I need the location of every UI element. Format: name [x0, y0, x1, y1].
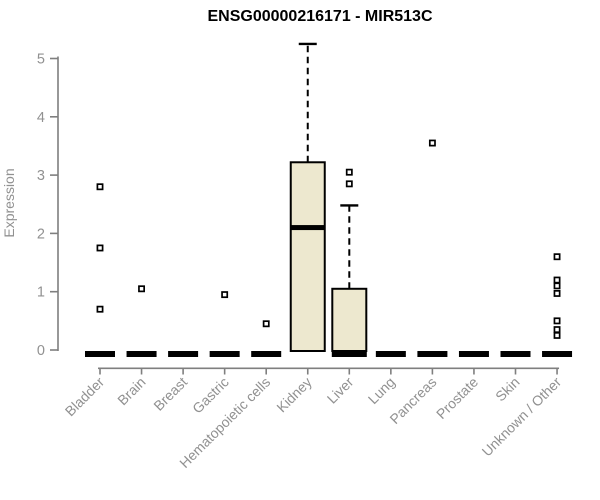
outlier-point-unknown-other	[553, 253, 561, 261]
outlier-point-liver	[345, 180, 353, 188]
y-tick-label: 5	[37, 52, 45, 68]
median-line-liver	[331, 350, 367, 357]
outlier-point-unknown-other	[553, 331, 561, 339]
collapsed-box-bladder	[85, 351, 115, 357]
box-kidney	[289, 161, 326, 352]
x-category-label-unknown-other: Unknown / Other	[479, 374, 565, 460]
outlier-point-unknown-other	[553, 289, 561, 297]
chart-title: ENSG00000216171 - MIR513C	[207, 8, 432, 25]
outlier-point-bladder	[96, 183, 104, 191]
collapsed-box-skin	[500, 351, 531, 357]
y-axis-label: Expression	[1, 168, 17, 237]
x-category-label-bladder: Bladder	[62, 374, 108, 420]
outlier-point-unknown-other	[553, 317, 561, 325]
y-tick-label: 0	[37, 343, 45, 359]
x-category-label-brain: Brain	[114, 374, 148, 408]
outlier-point-gastric	[221, 291, 229, 299]
y-tick-label: 3	[37, 168, 45, 184]
collapsed-box-gastric	[209, 351, 240, 357]
outlier-point-brain	[138, 285, 145, 293]
x-category-label-liver: Liver	[324, 374, 357, 407]
x-category-label-skin: Skin	[492, 374, 523, 405]
collapsed-box-brain	[126, 351, 157, 357]
x-category-label-kidney: Kidney	[273, 374, 315, 416]
outlier-point-pancreas	[428, 139, 436, 147]
y-tick-label: 4	[37, 110, 45, 126]
outlier-point-bladder	[96, 305, 104, 313]
collapsed-box-hematopoietic-cells	[251, 351, 282, 357]
outlier-point-unknown-other	[553, 326, 561, 334]
collapsed-box-breast	[168, 351, 199, 357]
outlier-point-hematopoietic-cells	[262, 320, 270, 328]
box-liver	[331, 287, 368, 353]
outlier-point-liver	[345, 168, 353, 176]
x-category-label-lung: Lung	[365, 374, 398, 407]
y-tick-label: 2	[37, 226, 45, 242]
collapsed-box-pancreas	[417, 351, 448, 357]
collapsed-box-lung	[375, 351, 406, 357]
outlier-point-bladder	[96, 244, 104, 252]
x-category-label-breast: Breast	[150, 374, 190, 414]
x-category-label-prostate: Prostate	[433, 374, 481, 422]
y-tick-label: 1	[37, 285, 45, 301]
median-line-kidney	[290, 225, 325, 231]
outlier-point-unknown-other	[553, 282, 561, 290]
collapsed-box-prostate	[458, 351, 489, 357]
outlier-point-unknown-other	[553, 276, 561, 284]
collapsed-box-unknown-other	[542, 351, 573, 357]
